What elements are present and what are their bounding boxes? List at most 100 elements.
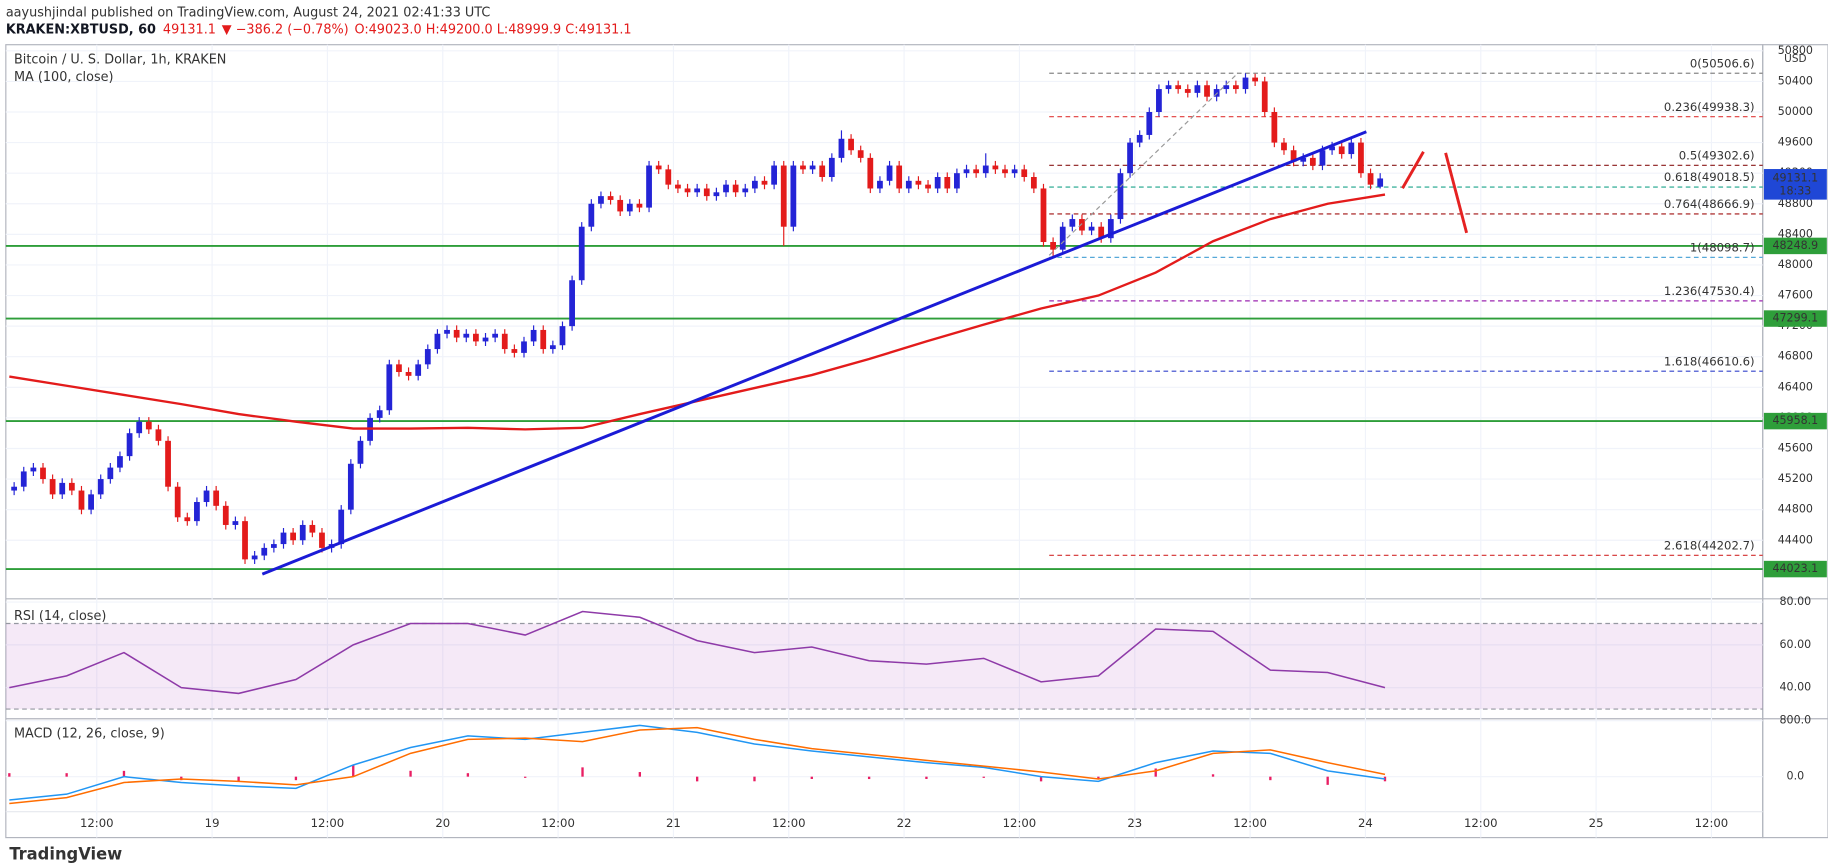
candle-body (963, 169, 970, 174)
candle-body (232, 521, 239, 525)
candle-body (511, 349, 518, 353)
candle-body (761, 180, 768, 185)
symbol: KRAKEN:XBTUSD, 60 (6, 22, 156, 37)
candle-body (636, 203, 643, 208)
drawings (261, 72, 1469, 576)
histogram-bar (867, 776, 871, 780)
candle-body (617, 199, 624, 212)
candle-body (68, 482, 75, 491)
candle-body (780, 165, 787, 227)
candle-body (88, 494, 94, 510)
y-tick-label: 47600 (1778, 289, 1813, 302)
candle-body (405, 372, 412, 376)
candle-body (1050, 242, 1056, 250)
candle-body (434, 333, 441, 350)
level-tag (1763, 412, 1827, 430)
histogram-bar (925, 776, 928, 779)
candle-body (280, 532, 287, 545)
candle-body (742, 188, 749, 193)
candle-body (578, 226, 585, 281)
candle-body (194, 502, 200, 522)
candle-body (925, 184, 931, 189)
candle-body (319, 532, 325, 548)
level-tag (1763, 310, 1827, 327)
candle-body (184, 517, 191, 522)
histogram-bar (524, 776, 527, 778)
candle-body (569, 280, 575, 327)
candle-body (982, 165, 989, 174)
candle-body (424, 349, 431, 365)
candle-body (703, 188, 710, 197)
candle-body (242, 521, 248, 560)
axis-layer: 4440044800452004560046000464004680047200… (80, 44, 1827, 830)
candle-body (675, 184, 681, 189)
candle-body (376, 410, 383, 418)
candle-body (145, 421, 152, 430)
y-tick-label: 48400 (1778, 227, 1813, 240)
level-label: 44023.1 (1772, 562, 1818, 575)
candle-body (665, 169, 672, 185)
candle-body (136, 421, 143, 434)
candle-body (1329, 146, 1335, 151)
x-tick-label: 19 (205, 816, 220, 830)
candle-body (1175, 85, 1182, 90)
candle-body (203, 490, 210, 503)
candle-body (97, 479, 104, 495)
candle-body (251, 555, 258, 560)
candle-body (521, 341, 527, 353)
price-axis-frame (1762, 44, 1828, 839)
histogram-bar (466, 773, 470, 777)
y-tick-label: 44400 (1778, 533, 1813, 546)
x-tick-label: 25 (1589, 816, 1604, 830)
candle-body (751, 180, 758, 189)
candle-body (1242, 77, 1249, 90)
candle-body (155, 429, 162, 441)
candle-body (1261, 81, 1268, 112)
histogram-bar (1211, 774, 1215, 777)
candle-body (1204, 85, 1210, 97)
candle-body (723, 184, 729, 193)
fib-label: 2.618(44202.7) (1664, 538, 1755, 552)
y-tick-label: 44800 (1778, 503, 1813, 516)
y-tick-label: 800.0 (1780, 714, 1812, 727)
y-tick-label: 50000 (1778, 105, 1813, 118)
candle-body (530, 329, 537, 342)
candle-body (1232, 85, 1239, 90)
candle-body (1290, 150, 1297, 162)
histogram-bar (638, 772, 642, 777)
candle-body (848, 138, 854, 151)
histogram-bar (1039, 776, 1043, 782)
x-tick-label: 20 (435, 816, 450, 830)
candle-body (1377, 178, 1384, 187)
candle-body (1002, 169, 1008, 174)
currency: USD (1784, 53, 1806, 65)
candle-body (165, 440, 171, 487)
candle-body (694, 188, 701, 193)
candle-body (1165, 85, 1172, 90)
fib-label: 0.236(49938.3) (1664, 100, 1755, 114)
x-tick-label: 12:00 (1003, 816, 1037, 830)
candle-body (415, 364, 422, 376)
candle-body (222, 505, 229, 525)
candle-body (1281, 142, 1287, 151)
histogram-bar (695, 776, 699, 782)
candle-body (1107, 219, 1114, 239)
y-tick-label: 80.00 (1780, 595, 1812, 608)
candle-body (934, 177, 941, 189)
candle-body (598, 196, 604, 204)
candle-body (386, 364, 393, 411)
candle-body (1021, 169, 1028, 178)
arrow-stroke (1444, 152, 1469, 234)
candle-body (1348, 142, 1355, 155)
candle-body (107, 467, 114, 480)
change: ▼ −386.2 (−0.78%) (222, 22, 349, 37)
fib-label: 0.764(48666.9) (1664, 197, 1755, 211)
candle-body (1271, 111, 1278, 143)
histogram-bar (409, 770, 412, 777)
histogram-bar (294, 776, 298, 781)
y-tick-label: 48800 (1778, 197, 1813, 210)
candle-body (905, 180, 912, 189)
candle-body (213, 490, 220, 506)
